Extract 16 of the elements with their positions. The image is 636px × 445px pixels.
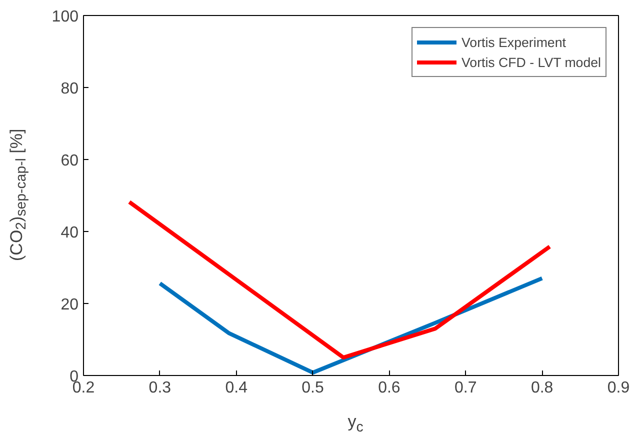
x-tick-label: 0.6 bbox=[378, 380, 400, 396]
x-tick-label: 0.4 bbox=[225, 380, 248, 396]
x-tick-label: 0.7 bbox=[454, 380, 477, 396]
x-tick-label: 0.3 bbox=[148, 380, 172, 396]
y-tick-label: 40 bbox=[60, 224, 79, 242]
y-tick-label: 100 bbox=[52, 8, 79, 26]
legend-label: Vortis CFD - LVT model bbox=[462, 54, 601, 70]
line-series bbox=[127, 200, 552, 360]
x-tick-label: 0.9 bbox=[607, 380, 630, 396]
y-tick-label: 20 bbox=[60, 296, 79, 314]
y-tick-label: 60 bbox=[60, 152, 79, 170]
x-tick-label: 0.8 bbox=[530, 380, 554, 396]
x-tick-label: 0.5 bbox=[302, 380, 324, 396]
legend-label: Vortis Experiment bbox=[462, 34, 566, 50]
x-axis-title: y$_{c}$ bbox=[346, 411, 364, 438]
y-tick-label: 80 bbox=[60, 80, 79, 98]
